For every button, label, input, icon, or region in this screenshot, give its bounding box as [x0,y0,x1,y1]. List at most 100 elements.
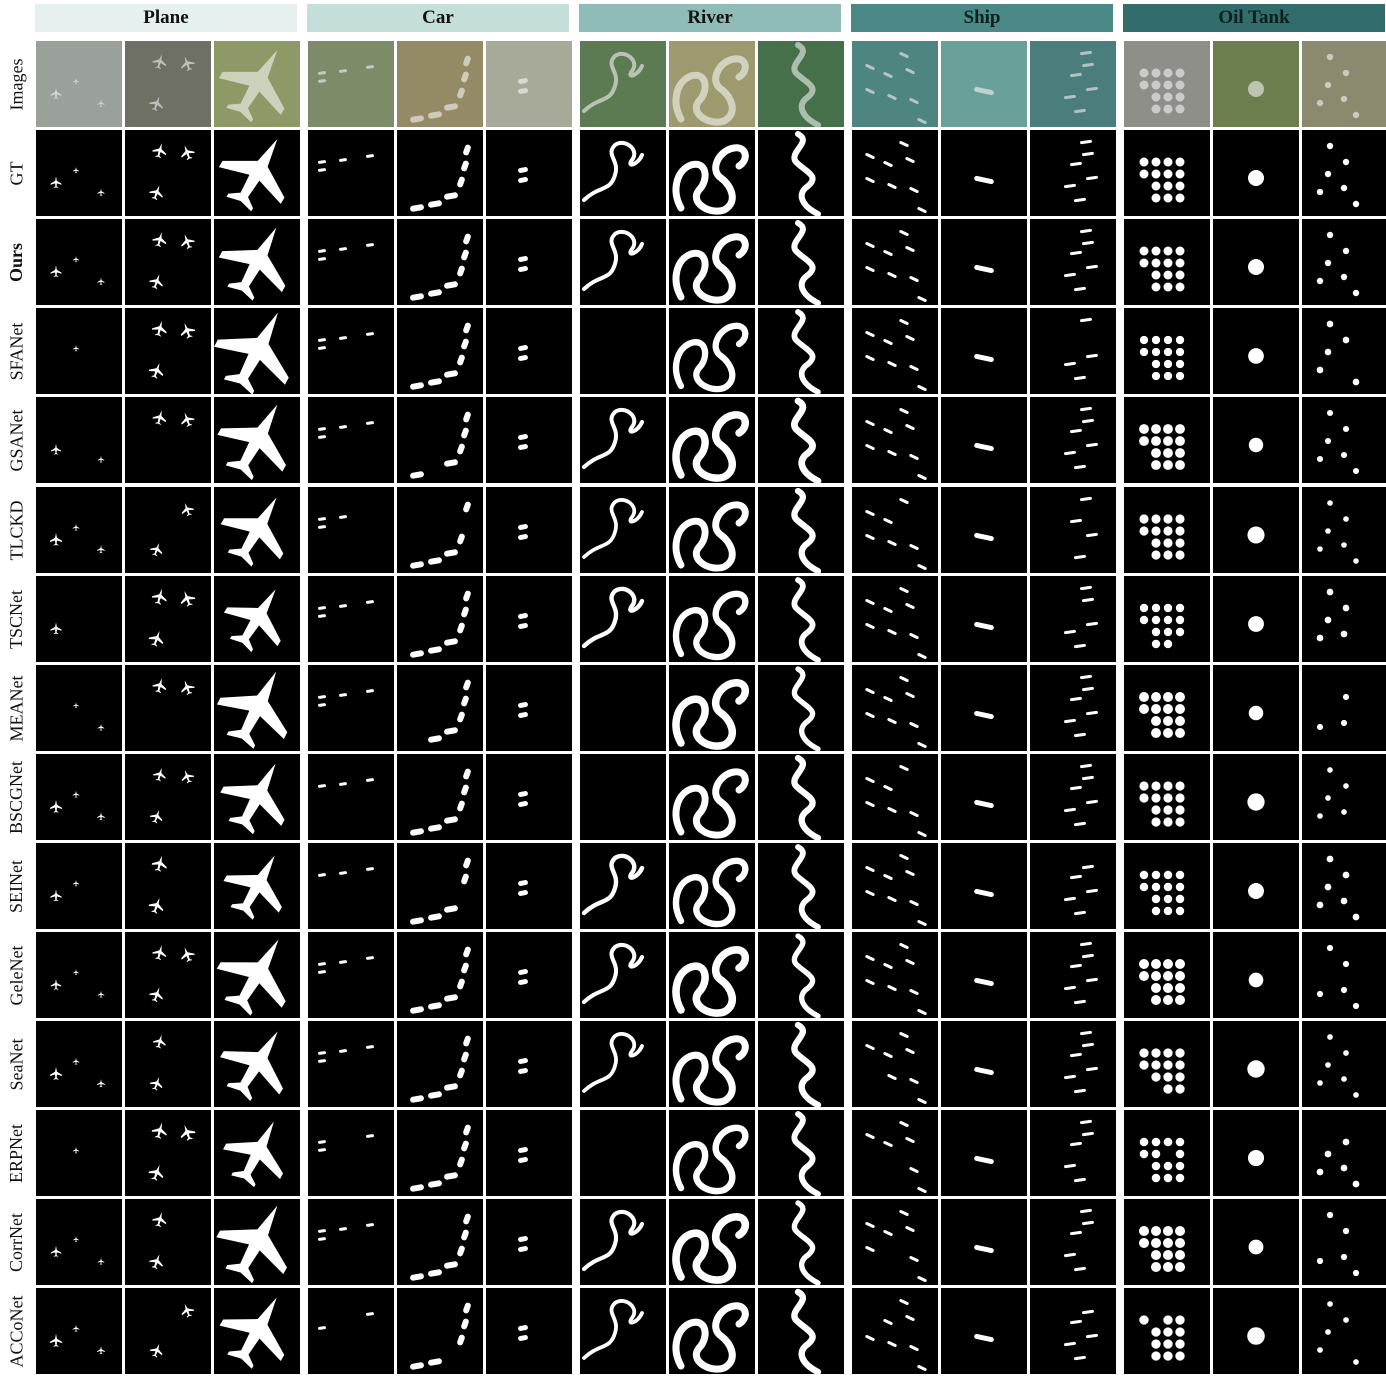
saliency-mask [218,139,285,212]
saliency-mask [1247,1149,1265,1167]
saliency-mask [518,524,528,540]
mask-tscnet-13 [1124,576,1210,662]
saliency-mask [672,144,749,215]
mask-gt-10 [852,130,938,216]
saliency-mask [1139,870,1185,916]
saliency-mask [791,666,821,751]
saliency-mask [1138,1225,1186,1273]
saliency-mask [865,943,927,1015]
mask-meanet-12 [1030,665,1116,751]
saliency-mask [216,671,288,749]
saliency-mask [148,1122,196,1181]
saliency-mask [49,523,105,554]
mask-corrnet-5 [397,1199,483,1285]
mask-sfanet-4 [308,308,394,394]
mask-gelenet-14 [1213,932,1299,1018]
mask-erpnet-2 [125,1110,211,1196]
mask-tlckd-1 [36,487,122,573]
saliency-mask [1248,705,1264,721]
saliency-mask [581,586,645,649]
saliency-mask [1316,231,1360,297]
saliency-mask [791,309,821,394]
saliency-mask [49,790,105,821]
saliency-mask [223,855,282,920]
saliency-mask [410,144,471,212]
mask-acconet-11 [941,1288,1027,1374]
mask-sfanet-8 [669,308,755,394]
input-image-14 [1213,41,1299,127]
mask-tscnet-6 [486,576,572,662]
saliency-mask [791,397,822,483]
mask-sfanet-10 [852,308,938,394]
saliency-mask [580,1110,666,1196]
mask-bscgnet-8 [669,754,755,840]
mask-meanet-13 [1124,665,1210,751]
saliency-mask [50,622,62,635]
saliency-mask [865,1121,927,1193]
saliency-mask [1064,1119,1094,1183]
satellite-image [1030,41,1116,127]
mask-erpnet-15 [1302,1110,1386,1196]
mask-tscnet-14 [1213,576,1299,662]
saliency-mask [149,767,195,824]
saliency-mask [1317,1034,1359,1098]
saliency-mask [410,411,471,479]
mask-gt-15 [1302,130,1386,216]
mask-gsanet-6 [486,397,572,483]
mask-gt-9 [758,130,844,216]
mask-acconet-7 [580,1288,666,1374]
mask-bscgnet-6 [486,754,572,840]
saliency-mask [1139,1048,1185,1094]
mask-seinet-4 [308,843,394,929]
mask-sfanet-6 [486,308,572,394]
saliency-mask [865,230,927,302]
saliency-mask [1247,1060,1265,1078]
mask-gt-6 [486,130,572,216]
saliency-mask [1248,616,1264,632]
saliency-mask [1316,693,1350,731]
saliency-mask [865,1210,927,1282]
mask-gelenet-6 [486,932,572,1018]
saliency-mask [149,143,195,201]
mask-tscnet-2 [125,576,211,662]
saliency-mask [152,678,195,696]
saliency-mask [1064,406,1098,470]
saliency-mask [149,945,195,1003]
mask-ours-13 [1124,219,1210,305]
saliency-mask [974,1333,994,1343]
saliency-mask [791,933,821,1018]
satellite-image [758,41,844,127]
mask-erpnet-9 [758,1110,844,1196]
mask-tlckd-8 [669,487,755,573]
saliency-mask [148,320,196,379]
saliency-mask [318,600,374,618]
satellite-image [580,41,666,127]
mask-corrnet-4 [308,1199,394,1285]
satellite-image [1302,41,1386,127]
mask-seanet-12 [1030,1021,1116,1107]
mask-erpnet-4 [308,1110,394,1196]
mask-gelenet-15 [1302,932,1386,1018]
input-image-12 [1030,41,1116,127]
mask-tlckd-5 [397,487,483,573]
saliency-mask [149,1034,166,1091]
saliency-mask [1248,972,1264,988]
mask-acconet-2 [125,1288,211,1374]
mask-tlckd-6 [486,487,572,573]
mask-acconet-10 [852,1288,938,1374]
saliency-mask [518,880,528,896]
mask-gt-14 [1213,130,1299,216]
mask-ours-15 [1302,219,1386,305]
saliency-mask [1139,424,1185,470]
saliency-mask [974,1066,994,1076]
input-image-5 [397,41,483,127]
saliency-mask [410,946,471,1014]
mask-acconet-9 [758,1288,844,1374]
saliency-mask [974,264,994,274]
saliency-mask [1064,864,1098,916]
saliency-mask [220,763,285,835]
satellite-image [852,41,938,127]
saliency-mask [223,589,281,653]
saliency-mask [1316,855,1360,921]
mask-tscnet-11 [941,576,1027,662]
